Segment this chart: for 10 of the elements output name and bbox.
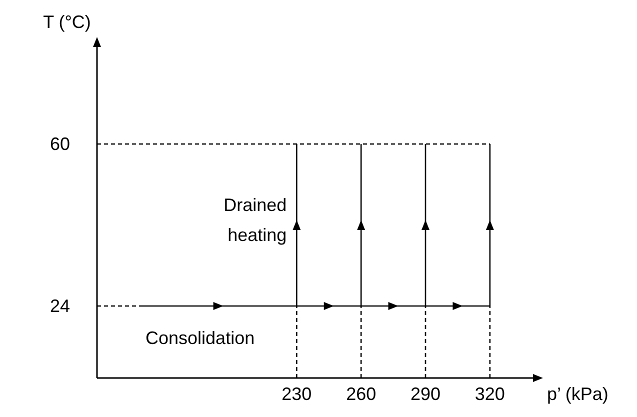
x-tick-label: 260 xyxy=(346,384,376,404)
y-axis-title: T (°C) xyxy=(43,12,91,32)
y-tick-label: 24 xyxy=(50,296,70,316)
x-axis-title: p’ (kPa) xyxy=(547,384,608,404)
y-tick-label: 60 xyxy=(50,134,70,154)
x-tick-label: 320 xyxy=(474,384,505,404)
annotation: Consolidation xyxy=(146,328,255,348)
x-tick-label: 230 xyxy=(282,384,312,404)
annotation: Drained heating xyxy=(224,195,287,245)
x-tick-label: 290 xyxy=(410,384,441,404)
